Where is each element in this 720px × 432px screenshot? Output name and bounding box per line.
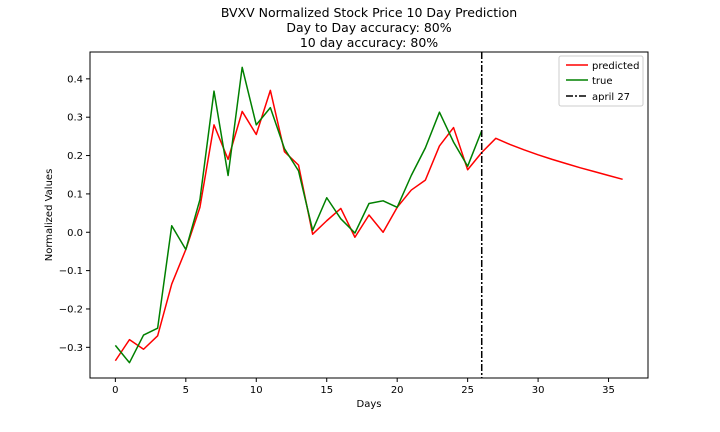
y-tick-label: 0.4 bbox=[67, 74, 83, 85]
y-tick-label: −0.3 bbox=[59, 343, 83, 354]
y-axis-label: Normalized Values bbox=[44, 169, 55, 262]
y-tick-label: 0.0 bbox=[67, 228, 83, 239]
legend-label-predicted: predicted bbox=[592, 61, 639, 72]
legend-box bbox=[558, 55, 644, 107]
y-tick-label: 0.3 bbox=[67, 113, 83, 124]
legend-label-true: true bbox=[592, 76, 613, 87]
x-tick-label: 30 bbox=[532, 385, 545, 396]
series-line-true bbox=[114, 66, 483, 364]
chart-title-line: BVXV Normalized Stock Price 10 Day Predi… bbox=[221, 5, 517, 20]
x-tick-label: 35 bbox=[602, 385, 615, 396]
legend: predicted true april 27 bbox=[558, 55, 644, 107]
y-tick-label: 0.1 bbox=[67, 189, 83, 200]
y-tick-label: 0.2 bbox=[67, 151, 83, 162]
chart-subtitle-line-1: Day to Day accuracy: 80% bbox=[286, 20, 451, 35]
plot-frame bbox=[89, 51, 649, 379]
y-tick-label: −0.2 bbox=[59, 304, 83, 315]
legend-label-april-27: april 27 bbox=[592, 92, 630, 103]
x-tick-label: 15 bbox=[320, 385, 333, 396]
chart-title: BVXV Normalized Stock Price 10 Day Predi… bbox=[221, 5, 517, 50]
x-tick-label: 25 bbox=[461, 385, 474, 396]
axis-ticks: 0 5 10 15 20 25 30 35 −0.3 −0.2 −0.1 0.0 0.1 0.2 0.3 0.… bbox=[59, 74, 615, 396]
x-tick-label: 0 bbox=[112, 385, 118, 396]
x-axis-label: Days bbox=[357, 399, 382, 410]
y-tick-label: −0.1 bbox=[59, 266, 83, 277]
chart-subtitle-line-2: 10 day accuracy: 80% bbox=[300, 35, 438, 50]
series-line-predicted bbox=[114, 89, 623, 362]
x-tick-label: 20 bbox=[391, 385, 404, 396]
x-tick-label: 10 bbox=[250, 385, 263, 396]
plot-area bbox=[114, 52, 623, 378]
x-tick-label: 5 bbox=[183, 385, 189, 396]
